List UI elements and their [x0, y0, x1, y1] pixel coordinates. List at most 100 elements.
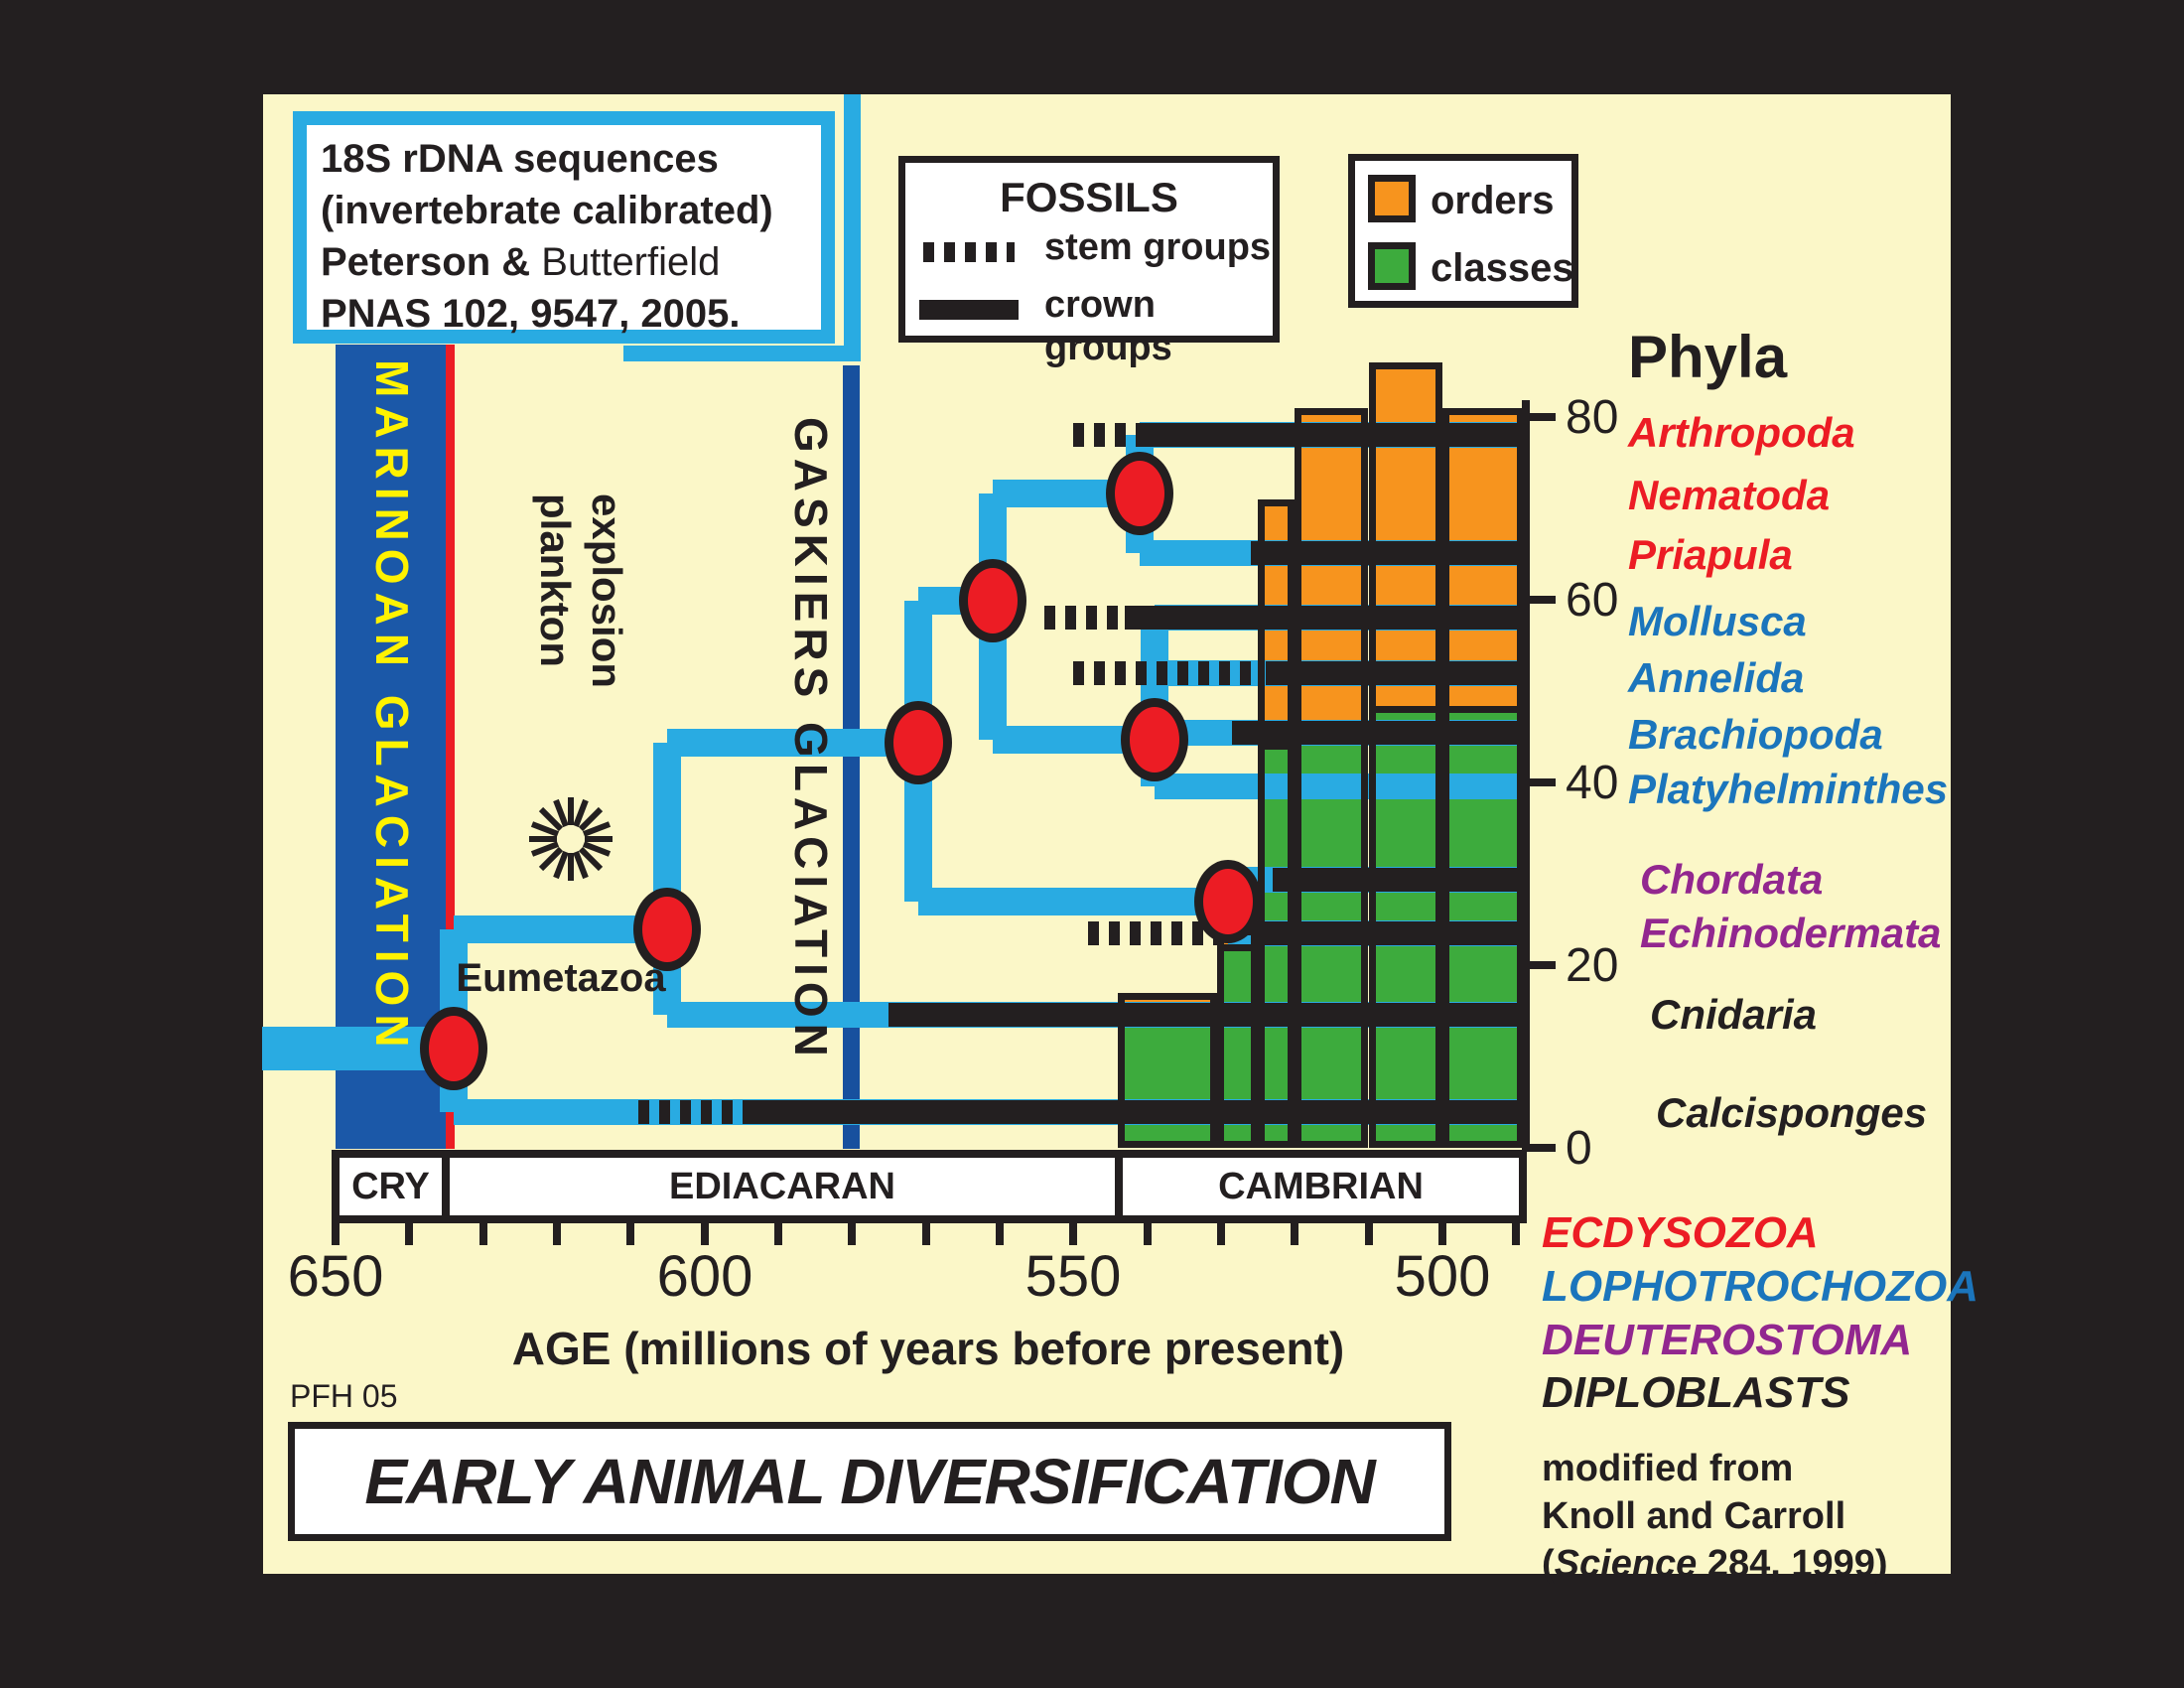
phylum-label-platyhelminthes: Platyhelminthes: [1628, 766, 1949, 812]
figure-title: EARLY ANIMAL DIVERSIFICATION: [364, 1446, 1375, 1517]
phyla-heading: Phyla: [1628, 324, 1788, 390]
fossil-stem-bar-calcisponges: [638, 1100, 749, 1124]
x-axis-tick-label: 500: [1394, 1244, 1491, 1309]
tree-node-lophotrochozoa: [1121, 698, 1188, 781]
crown-group-icon: [919, 300, 1019, 320]
fossil-crown-bar-chordata: [1273, 868, 1524, 892]
phylum-label-nematoda: Nematoda: [1628, 472, 1831, 518]
tree-node-protostomia: [959, 559, 1026, 642]
x-axis-tick: [922, 1223, 930, 1245]
histogram-column-outline: [1295, 408, 1368, 1148]
method-line2: (invertebrate calibrated): [321, 189, 773, 232]
classes-swatch: [1368, 242, 1416, 290]
histogram-series-separator: [1217, 944, 1258, 951]
fossil-stem-bar-echinodermata: [1088, 921, 1221, 945]
credit-cite-italic: Science: [1554, 1543, 1698, 1585]
clade-label-ecdysozoa: ECDYSOZOA: [1542, 1208, 1819, 1257]
method-line1: 18S rDNA sequences: [321, 137, 719, 181]
histogram-column-outline: [1369, 362, 1442, 1148]
fossil-crown-bar-priapula: [1251, 541, 1524, 565]
tree-branch-callout-horizontal: [623, 346, 860, 361]
method-authors: Peterson & Butterfield: [321, 236, 821, 288]
eumetazoa-label: Eumetazoa: [456, 955, 666, 1000]
x-axis-tick: [848, 1223, 856, 1245]
histogram-classes-column: [1118, 1011, 1217, 1148]
fossil-crown-bar-echinodermata: [1251, 921, 1524, 945]
x-axis-tick: [1144, 1223, 1152, 1245]
credit-cite-post: 284, 1999): [1697, 1543, 1888, 1585]
marinoan-glaciation-bar: [336, 345, 446, 1149]
count-axis-tick: [1530, 413, 1556, 421]
x-axis-tick-label: 600: [656, 1244, 753, 1309]
x-axis-tick: [626, 1223, 634, 1245]
count-axis-tick: [1530, 1144, 1556, 1152]
fossil-crown-bar-calcisponges: [749, 1100, 1523, 1124]
period-box-ediacaran: EDIACARAN: [442, 1150, 1123, 1223]
tree-node-ecdysozoa: [1106, 452, 1173, 535]
stem-group-label: stem groups: [1044, 226, 1272, 268]
rank-legend-box: orders classes: [1348, 154, 1578, 308]
histogram-series-separator: [1442, 706, 1524, 713]
fossil-stem-bar-arthropoda: [1073, 423, 1136, 447]
method-authors-regular: Butterfield: [530, 240, 721, 284]
marinoan-glaciation-label: MARINOAN GLACIATION: [366, 359, 418, 1055]
histogram-column-outline: [1258, 499, 1295, 1148]
gaskiers-glaciation-label: GASKIERS GLACIATION: [785, 417, 837, 1062]
x-axis-tick: [1291, 1223, 1298, 1245]
fossil-stem-bar-annelida: [1073, 661, 1265, 685]
count-axis-tick-label: 80: [1566, 391, 1619, 444]
orders-label: orders: [1431, 179, 1555, 222]
count-axis-tick-label: 20: [1566, 939, 1619, 992]
stem-group-icon: [923, 242, 1015, 262]
orders-swatch: [1368, 175, 1416, 222]
x-axis-tick: [1217, 1223, 1225, 1245]
x-axis-tick-label: 650: [287, 1244, 384, 1309]
x-axis-tick: [479, 1223, 487, 1245]
tree-branch-platyhelminthes-tip: [1155, 774, 1524, 799]
tree-node-bilateria: [885, 701, 952, 784]
x-axis-tick: [332, 1223, 340, 1245]
method-authors-bold: Peterson &: [321, 240, 531, 284]
x-axis-tick: [553, 1223, 561, 1245]
phylum-label-annelida: Annelida: [1628, 654, 1805, 701]
tree-branch-to-bilateria: [667, 729, 918, 757]
x-axis-tick: [405, 1223, 413, 1245]
fossil-crown-bar-annelida: [1266, 661, 1524, 685]
figure-title-box: EARLY ANIMAL DIVERSIFICATION: [288, 1422, 1451, 1541]
fossil-crown-bar-arthropoda: [1136, 423, 1523, 447]
tree-branch-to-eumetazoa: [454, 915, 668, 943]
plankton-label-line2: explosion: [584, 493, 630, 689]
starburst-icon: [529, 797, 613, 881]
count-axis-tick-label: 40: [1566, 757, 1619, 809]
tree-branch-callout-vertical: [844, 94, 861, 361]
credit-block: modified from Knoll and Carroll (Science…: [1542, 1445, 1888, 1588]
phylum-label-priapula: Priapula: [1628, 531, 1793, 578]
credit-cite-pre: (: [1542, 1543, 1555, 1585]
fossil-crown-bar-brachiopoda: [1232, 721, 1524, 745]
period-box-cambrian: CAMBRIAN: [1115, 1150, 1527, 1223]
histogram-series-separator: [1369, 706, 1442, 713]
x-axis-tick: [1438, 1223, 1446, 1245]
phylum-label-chordata: Chordata: [1640, 856, 1824, 903]
x-axis-tick: [1512, 1223, 1520, 1245]
fossils-legend-box: FOSSILS stem groups crown groups: [898, 156, 1280, 368]
count-axis-tick-label: 0: [1566, 1122, 1592, 1175]
histogram-orders-column: [1369, 362, 1442, 710]
fossil-crown-bar-cnidaria: [888, 1003, 1523, 1027]
fossil-stem-bar-mollusca: [1044, 606, 1126, 630]
phylum-label-calcisponges: Calcisponges: [1656, 1089, 1928, 1136]
count-axis-tick: [1530, 961, 1556, 969]
count-axis-tick-label: 60: [1566, 574, 1619, 627]
count-axis-line: [1522, 400, 1530, 1152]
gaskiers-glaciation-line: [843, 365, 860, 1149]
method-box: 18S rDNA sequences (invertebrate calibra…: [293, 111, 835, 344]
plankton-label-line1: plankton: [532, 493, 579, 667]
phylum-label-brachiopoda: Brachiopoda: [1628, 711, 1883, 758]
x-axis-tick: [996, 1223, 1004, 1245]
tree-node-eumetazoa: [633, 888, 701, 971]
tree-node-root: [420, 1007, 487, 1090]
period-box-cry: CRY: [332, 1150, 450, 1223]
classes-label: classes: [1431, 246, 1574, 290]
